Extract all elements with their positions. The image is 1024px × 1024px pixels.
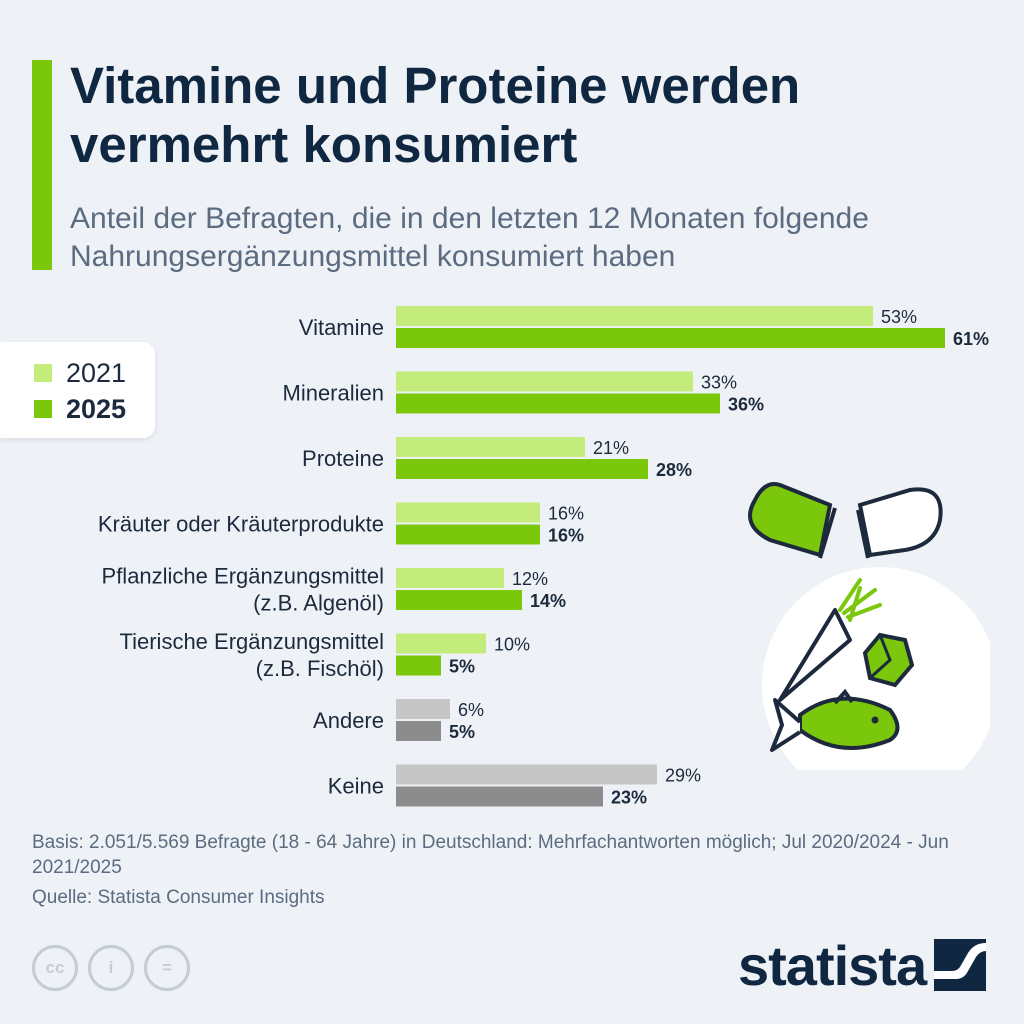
bar-2021 <box>396 764 657 785</box>
statista-mark-icon <box>934 939 987 991</box>
bar-2021 <box>396 502 540 523</box>
category-label: Mineralien <box>283 381 385 406</box>
bar-2025 <box>396 655 441 676</box>
category-label: Keine <box>328 774 384 799</box>
data-label-2025: 5% <box>449 722 475 742</box>
chart-subtitle: Anteil der Befragten, die in den letzten… <box>70 202 869 273</box>
data-label-2021: 29% <box>665 766 701 786</box>
no-derivatives-icon[interactable]: = <box>144 945 190 991</box>
legend-swatch-2021 <box>34 364 52 382</box>
capsule-icon <box>748 482 943 559</box>
bar-2021 <box>396 306 873 326</box>
data-label-2025: 61% <box>953 329 989 349</box>
fish-icon <box>770 688 900 752</box>
bar-2025 <box>396 393 720 414</box>
legend-item-2021: 2021 <box>34 358 126 388</box>
bar-2021 <box>396 371 693 392</box>
bar-2025 <box>396 524 540 545</box>
crystal-icon <box>862 632 915 688</box>
data-label-2021: 53% <box>881 307 917 327</box>
bar-2021 <box>396 568 504 588</box>
data-label-2021: 12% <box>512 569 548 589</box>
data-label-2025: 14% <box>530 591 566 611</box>
chart-title: Vitamine und Proteine werden vermehrt ko… <box>70 57 801 173</box>
data-label-2021: 10% <box>494 635 530 655</box>
bar-2021 <box>396 437 585 457</box>
category-label: (z.B. Fischöl) <box>256 656 384 681</box>
bar-2025 <box>396 721 441 741</box>
title-accent-bar <box>32 60 52 270</box>
statista-logo[interactable]: statista <box>738 933 987 997</box>
bar-chart: Vitamine 53% 61% Mineralien 33%36% Proteine 21… <box>98 306 989 808</box>
category-label: Tierische Ergänzungsmittel <box>119 629 384 654</box>
data-label-2021: 16% <box>548 504 584 524</box>
supplements-illustration <box>748 482 990 770</box>
data-label-2021: 33% <box>701 373 737 393</box>
data-label-2021: 21% <box>593 438 629 458</box>
data-label-2025: 16% <box>548 526 584 546</box>
data-label-2021: 6% <box>458 700 484 720</box>
bar-2025 <box>396 786 603 807</box>
data-label-2025: 5% <box>449 657 475 677</box>
category-label: Andere <box>313 708 384 733</box>
legend-item-2025: 2025 <box>34 394 126 424</box>
category-label: Kräuter oder Kräuterprodukte <box>98 512 384 537</box>
brand-wordmark: statista <box>738 933 927 997</box>
bar-2025 <box>396 328 945 348</box>
data-label-2025: 23% <box>611 788 647 808</box>
creative-commons-icon[interactable]: cc <box>32 945 78 991</box>
carrot-icon <box>778 578 882 702</box>
bar-2025 <box>396 590 522 610</box>
basis-note: Basis: 2.051/5.569 Befragte (18 - 64 Jah… <box>32 832 949 878</box>
bar-2021 <box>396 699 450 719</box>
legend-label-2021: 2021 <box>66 357 127 388</box>
category-label: Proteine <box>302 446 384 471</box>
bar-2025 <box>396 459 648 479</box>
data-label-2025: 36% <box>728 395 764 415</box>
category-label: (z.B. Algenöl) <box>253 591 384 616</box>
legend-label-2025: 2025 <box>66 393 127 424</box>
bar-2021 <box>396 633 486 654</box>
attribution-icon[interactable]: i <box>88 945 134 991</box>
chart-legend: 2021 2025 <box>0 342 155 438</box>
data-label-2025: 28% <box>656 460 692 480</box>
category-label: Pflanzliche Ergänzungsmittel <box>102 564 384 589</box>
legend-swatch-2025 <box>34 400 52 418</box>
license-icons: cc i = <box>32 945 190 991</box>
category-label: Vitamine <box>299 315 384 340</box>
source-note: Quelle: Statista Consumer Insights <box>32 887 325 908</box>
